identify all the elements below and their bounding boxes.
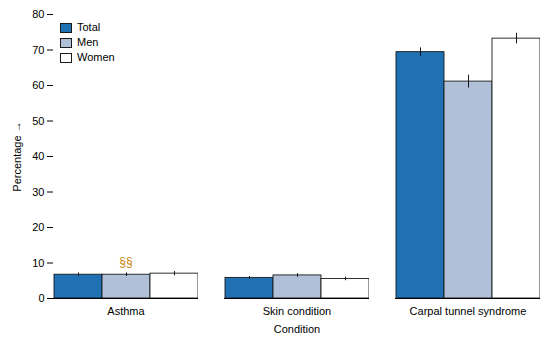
svg-text:10: 10	[32, 257, 44, 269]
svg-text:80: 80	[32, 8, 44, 20]
html-text:Women: Women	[77, 51, 115, 63]
svg-text:0: 0	[38, 292, 44, 304]
svg-text:70: 70	[32, 44, 44, 56]
svg-text:Asthma: Asthma	[107, 305, 145, 317]
svg-text:§§: §§	[119, 255, 132, 269]
svg-text:20: 20	[32, 221, 44, 233]
html-text:Men: Men	[77, 36, 99, 48]
svg-text:40: 40	[32, 150, 44, 162]
svg-text:Skin condition: Skin condition	[263, 305, 332, 317]
svg-text:Condition: Condition	[274, 323, 320, 335]
html-text:Total: Total	[77, 21, 101, 33]
svg-text:Carpal tunnel syndrome: Carpal tunnel syndrome	[410, 305, 527, 317]
svg-text:60: 60	[32, 79, 44, 91]
svg-text:30: 30	[32, 186, 44, 198]
svg-text:Percentage →: Percentage →	[11, 121, 23, 191]
svg-text:50: 50	[32, 115, 44, 127]
